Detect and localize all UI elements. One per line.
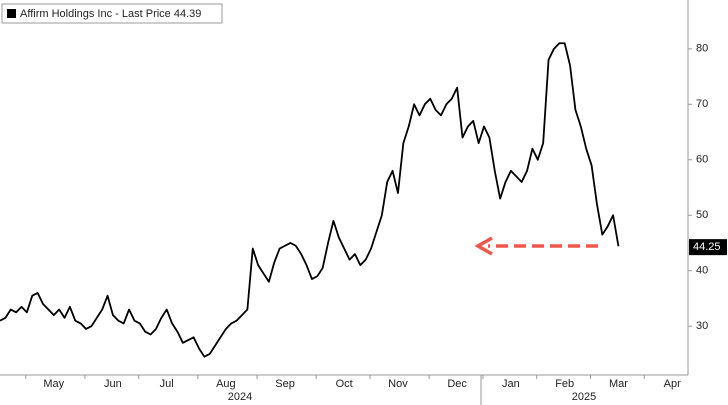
- y-tick-label: 30: [696, 320, 708, 332]
- legend-box: [1, 3, 223, 24]
- year-label: 2024: [228, 391, 252, 403]
- y-tick-label: 80: [696, 43, 708, 55]
- x-tick-label: Nov: [388, 378, 408, 390]
- year-label: 2025: [572, 391, 596, 403]
- y-tick-label: 40: [696, 265, 708, 277]
- y-tick-label: 70: [696, 98, 708, 110]
- x-tick-label: Jul: [160, 378, 174, 390]
- arrow-head: [474, 236, 493, 256]
- chart-title: Affirm Holdings Inc - Last Price 44.39: [20, 8, 201, 20]
- last-price-tag: 44.25: [693, 241, 721, 253]
- x-tick-label: Mar: [609, 378, 628, 390]
- x-tick-label: Dec: [447, 378, 467, 390]
- x-tick-label: May: [43, 378, 64, 390]
- x-tick-label: Aug: [216, 378, 236, 390]
- x-tick-label: Apr: [664, 378, 681, 390]
- x-tick-label: Jun: [104, 378, 122, 390]
- x-tick-label: Oct: [336, 378, 353, 390]
- x-tick-label: Feb: [555, 378, 574, 390]
- y-tick-label: 60: [696, 154, 708, 166]
- x-tick-label: Sep: [275, 378, 295, 390]
- x-tick-label: Jan: [502, 378, 520, 390]
- price-line: [0, 42, 620, 358]
- legend-swatch: [7, 9, 16, 18]
- last-price-box: [689, 239, 727, 256]
- y-tick-label: 50: [696, 209, 708, 221]
